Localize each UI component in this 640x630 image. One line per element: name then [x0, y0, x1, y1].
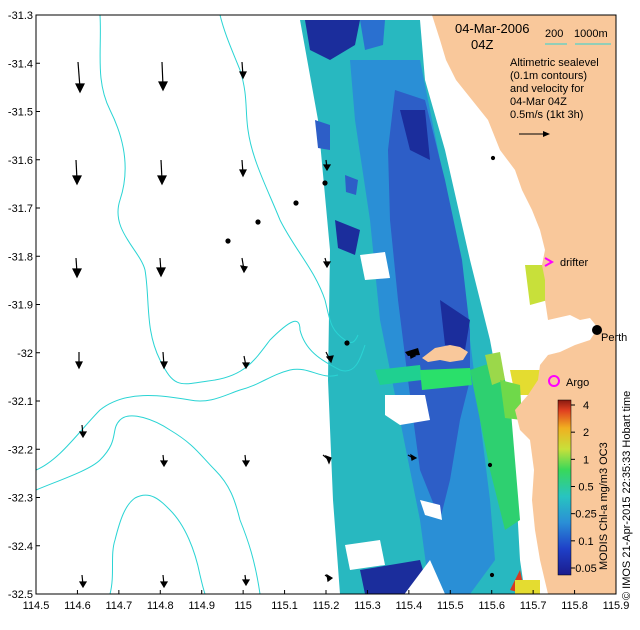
colorbar-tick-label: 0.05 — [575, 563, 596, 575]
x-tick-label: 115.6 — [478, 600, 505, 612]
velocity-arrow — [159, 454, 169, 468]
colorbar-tick-label: 0.25 — [575, 509, 596, 521]
colorbar-title: MODIS Chl-a mg/m3 OC3 — [598, 442, 610, 570]
velocity-arrow — [241, 355, 251, 370]
x-tick-label: 115.7 — [520, 600, 547, 612]
drifter-marker: drifter — [544, 257, 588, 269]
bathymetry-contours — [35, 14, 366, 595]
colorbar-tick-label: 4 — [583, 400, 589, 412]
perth-marker: Perth — [592, 325, 627, 344]
velocity-arrow — [75, 61, 85, 94]
x-tick-label: 115 — [234, 600, 252, 612]
y-tick-label: -31.8 — [8, 251, 33, 263]
x-tick-label: 115.4 — [395, 600, 422, 612]
y-tick-label: -32 — [17, 348, 33, 360]
velocity-arrow — [158, 61, 168, 92]
velocity-arrow — [156, 257, 166, 278]
info-line-4: 04-Mar 04Z — [510, 96, 567, 108]
velocity-arrows — [72, 61, 496, 589]
x-tick-label: 114.8 — [147, 600, 174, 612]
y-tick-label: -31.7 — [8, 203, 33, 215]
y-tick-label: -31.5 — [8, 107, 33, 119]
credit-text: © IMOS 21-Apr-2015 22:35:33 Hobart time — [621, 391, 633, 600]
velocity-arrow — [157, 159, 167, 186]
bathy-1000-label: 1000m — [574, 28, 608, 40]
velocity-arrow — [325, 351, 334, 364]
time-label: 04Z — [471, 37, 493, 52]
x-tick-label: 115.2 — [313, 600, 340, 612]
velocity-arrow — [75, 352, 83, 370]
info-line-2: (0.1m contours) — [510, 70, 587, 82]
argo-marker: Argo — [548, 375, 589, 389]
info-line-5: 0.5m/s (1kt 3h) — [510, 109, 583, 121]
x-tick-label: 115.3 — [354, 600, 381, 612]
y-axis: -31.3 -31.4 -31.5 -31.6 -31.7 -31.8 -31.9 -32 -3… — [8, 10, 40, 601]
velocity-arrow — [407, 453, 418, 461]
y-tick-label: -31.3 — [8, 10, 33, 22]
velocity-arrow — [78, 574, 88, 589]
velocity-arrow — [239, 159, 247, 178]
colorbar-tick-label: 0.5 — [578, 482, 593, 494]
y-tick-label: -32.5 — [8, 589, 33, 601]
velocity-arrow — [160, 351, 168, 370]
velocity-arrow — [72, 257, 82, 279]
velocity-arrow — [78, 424, 88, 439]
y-tick-label: -32.3 — [8, 493, 33, 505]
chlorophyll-swath — [300, 20, 548, 600]
argo-label: Argo — [566, 377, 589, 389]
info-line-3: and velocity for — [510, 83, 584, 95]
velocity-arrow — [241, 574, 251, 587]
velocity-arrow — [241, 454, 251, 468]
info-line-1: Altimetric sealevel — [510, 57, 599, 69]
velocity-arrow — [324, 573, 334, 583]
velocity-arrow — [239, 61, 247, 80]
y-tick-label: -31.9 — [8, 300, 33, 312]
scale-arrow — [519, 131, 550, 137]
x-tick-label: 115.8 — [561, 600, 588, 612]
velocity-arrow — [159, 574, 169, 589]
x-axis: 114.5 114.6 114.7 114.8 114.9 115 115.1 115.2 11… — [23, 590, 630, 612]
y-tick-label: -32.1 — [8, 396, 33, 408]
bathy-200-label: 200 — [545, 28, 563, 40]
info-block: 04-Mar-2006 04Z 200 1000m Altimetric sea… — [455, 21, 611, 137]
colorbar-tick-label: 2 — [583, 427, 589, 439]
y-tick-label: -32.4 — [8, 541, 33, 553]
date-label: 04-Mar-2006 — [455, 21, 529, 36]
x-tick-label: 115.9 — [603, 600, 630, 612]
velocity-arrow — [322, 257, 332, 269]
city-label: Perth — [601, 332, 627, 344]
x-tick-label: 114.5 — [23, 600, 50, 612]
velocity-arrow — [408, 351, 417, 359]
x-tick-label: 115.5 — [437, 600, 464, 612]
y-tick-label: -32.2 — [8, 444, 33, 456]
x-tick-label: 114.7 — [105, 600, 132, 612]
colorbar-tick-label: 0.1 — [578, 536, 593, 548]
x-tick-label: 114.9 — [188, 600, 215, 612]
colorbar-tick-label: 1 — [583, 454, 589, 466]
drifter-label: drifter — [560, 257, 588, 269]
y-tick-label: -31.6 — [8, 155, 33, 167]
velocity-arrow — [72, 159, 82, 186]
velocity-arrow — [322, 454, 332, 465]
x-tick-label: 115.1 — [271, 600, 298, 612]
x-tick-label: 114.6 — [64, 600, 91, 612]
colorbar: 4 2 1 0.5 0.25 0.1 0.05 MODIS Chl-a mg/m3 OC3 — [557, 399, 610, 576]
y-tick-label: -31.4 — [8, 58, 33, 70]
velocity-arrow — [322, 159, 332, 172]
velocity-arrow — [239, 257, 248, 274]
